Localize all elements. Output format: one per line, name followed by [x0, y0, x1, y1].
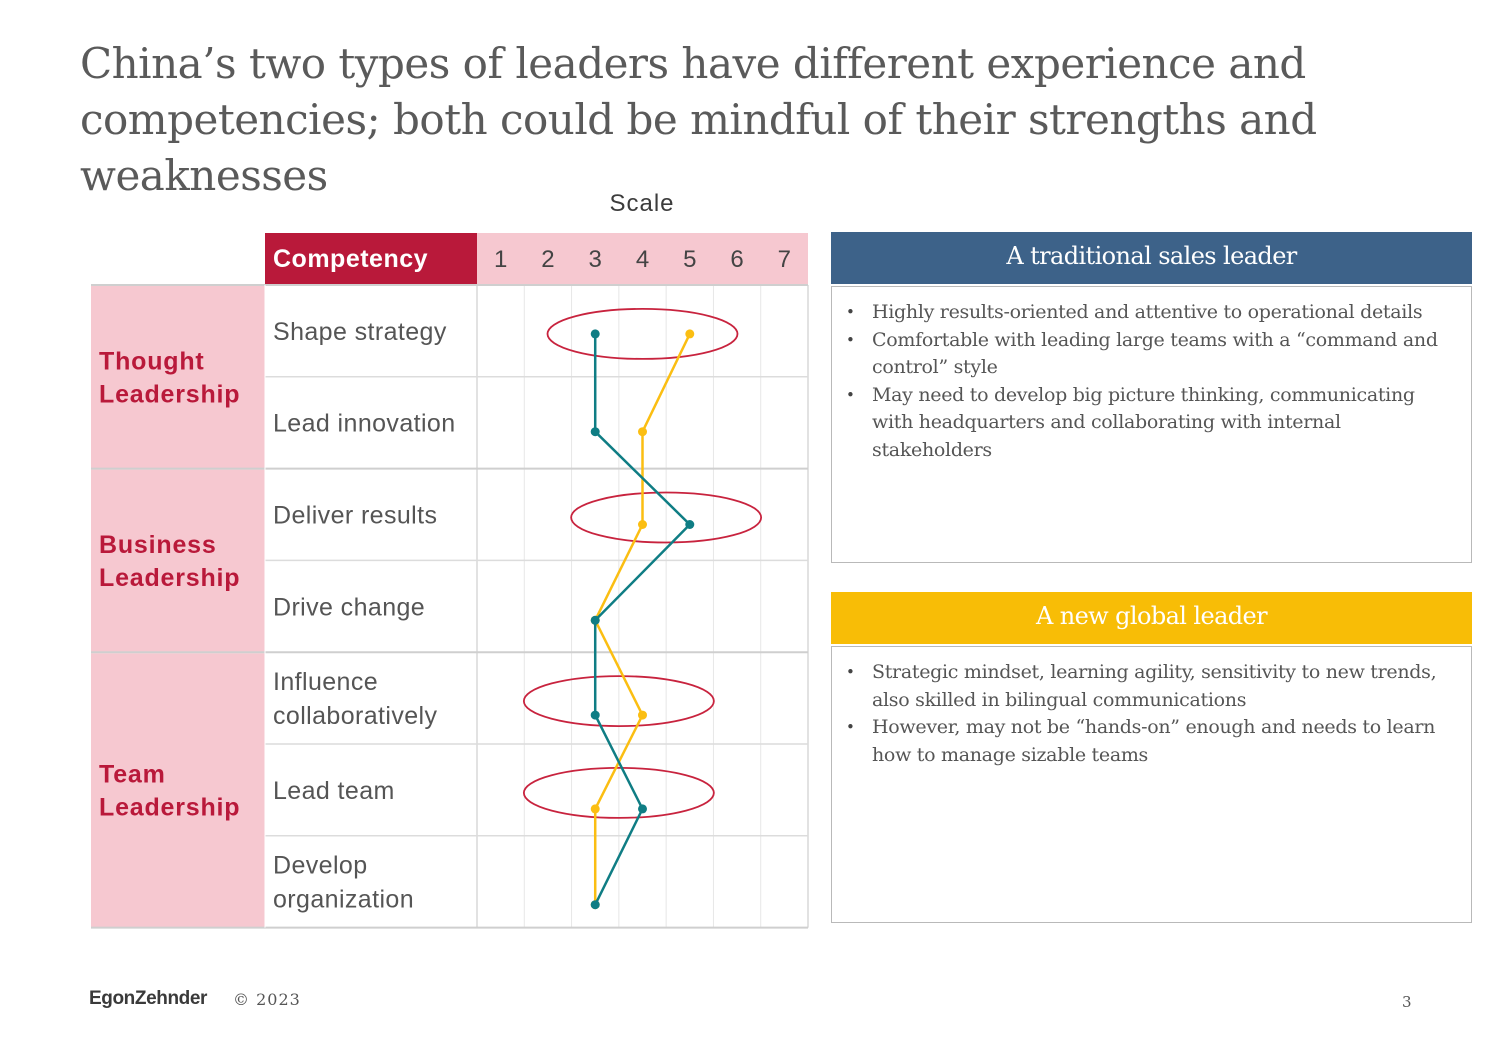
profile-point	[590, 615, 600, 625]
traditional-leader-bullets: Highly results-oriented and attentive to…	[832, 287, 1471, 464]
highlight-ellipse	[570, 491, 763, 544]
competency-label: Lead innovation	[273, 410, 456, 438]
global-bullet: However, may not be “hands-on” enough an…	[846, 714, 1453, 769]
profile-line	[593, 333, 692, 906]
scale-tick-label: 2	[541, 246, 554, 273]
scale-tick-label: 4	[636, 246, 649, 273]
profile-line	[593, 333, 691, 905]
profile-point	[590, 427, 600, 437]
page-title: China’s two types of leaders have differ…	[80, 39, 1317, 200]
traditional-bullet: May need to develop big picture thinking…	[846, 382, 1453, 465]
scale-tick-label: 3	[589, 246, 602, 273]
highlight-ellipse	[522, 675, 715, 727]
traditional-bullet: Highly results-oriented and attentive to…	[846, 299, 1453, 327]
competency-label: Influence collaboratively	[273, 668, 438, 730]
group-cell	[91, 469, 265, 653]
profile-point	[638, 520, 647, 529]
scale-label: Scale	[609, 190, 675, 217]
group-label: Business Leadership	[99, 531, 240, 592]
scale-tick-label: 1	[494, 246, 507, 273]
group-cell	[91, 285, 265, 469]
profile-point	[638, 427, 647, 437]
scale-tick-label: 5	[683, 246, 696, 273]
competency-label: Lead team	[273, 777, 395, 805]
scale-header-band	[477, 233, 808, 284]
group-cell	[91, 653, 265, 928]
scale-tick-label: 7	[778, 246, 791, 273]
profile-point	[685, 520, 695, 529]
global-leader-header: A new global leader	[831, 592, 1472, 644]
profile-point	[638, 710, 647, 720]
competency-header-text: Competency	[273, 245, 428, 273]
profile-point	[685, 329, 695, 339]
company-logo: EgonZehnder	[89, 988, 208, 1009]
group-label: Team Leadership	[99, 760, 240, 821]
competency-header-cell	[265, 233, 477, 284]
profile-point	[590, 804, 600, 814]
competency-label: Develop organization	[273, 852, 414, 914]
scale-tick-label: 6	[730, 246, 743, 273]
competency-label: Shape strategy	[273, 318, 447, 346]
highlight-ellipse	[546, 307, 739, 360]
profile-point	[590, 329, 600, 339]
competency-label: Drive change	[273, 593, 425, 621]
traditional-leader-card: Highly results-oriented and attentive to…	[831, 286, 1472, 563]
global-leader-bullets: Strategic mindset, learning agility, sen…	[832, 647, 1471, 769]
copyright-text: © 2023	[233, 990, 301, 1009]
profile-point	[590, 710, 600, 720]
global-bullet: Strategic mindset, learning agility, sen…	[846, 659, 1453, 714]
traditional-bullet: Comfortable with leading large teams wit…	[846, 327, 1453, 382]
profile-point	[590, 900, 600, 910]
competency-label: Deliver results	[273, 502, 437, 530]
page-number: 3	[1402, 993, 1412, 1011]
profile-point	[638, 804, 647, 814]
traditional-leader-header: A traditional sales leader	[831, 232, 1472, 284]
global-leader-card: Strategic mindset, learning agility, sen…	[831, 646, 1472, 923]
group-label: Thought Leadership	[99, 347, 240, 408]
highlight-ellipse	[522, 767, 715, 819]
competency-matrix: Competency 1 2 3 4 5 6 7 Thought Leadership Busine…	[91, 233, 809, 929]
